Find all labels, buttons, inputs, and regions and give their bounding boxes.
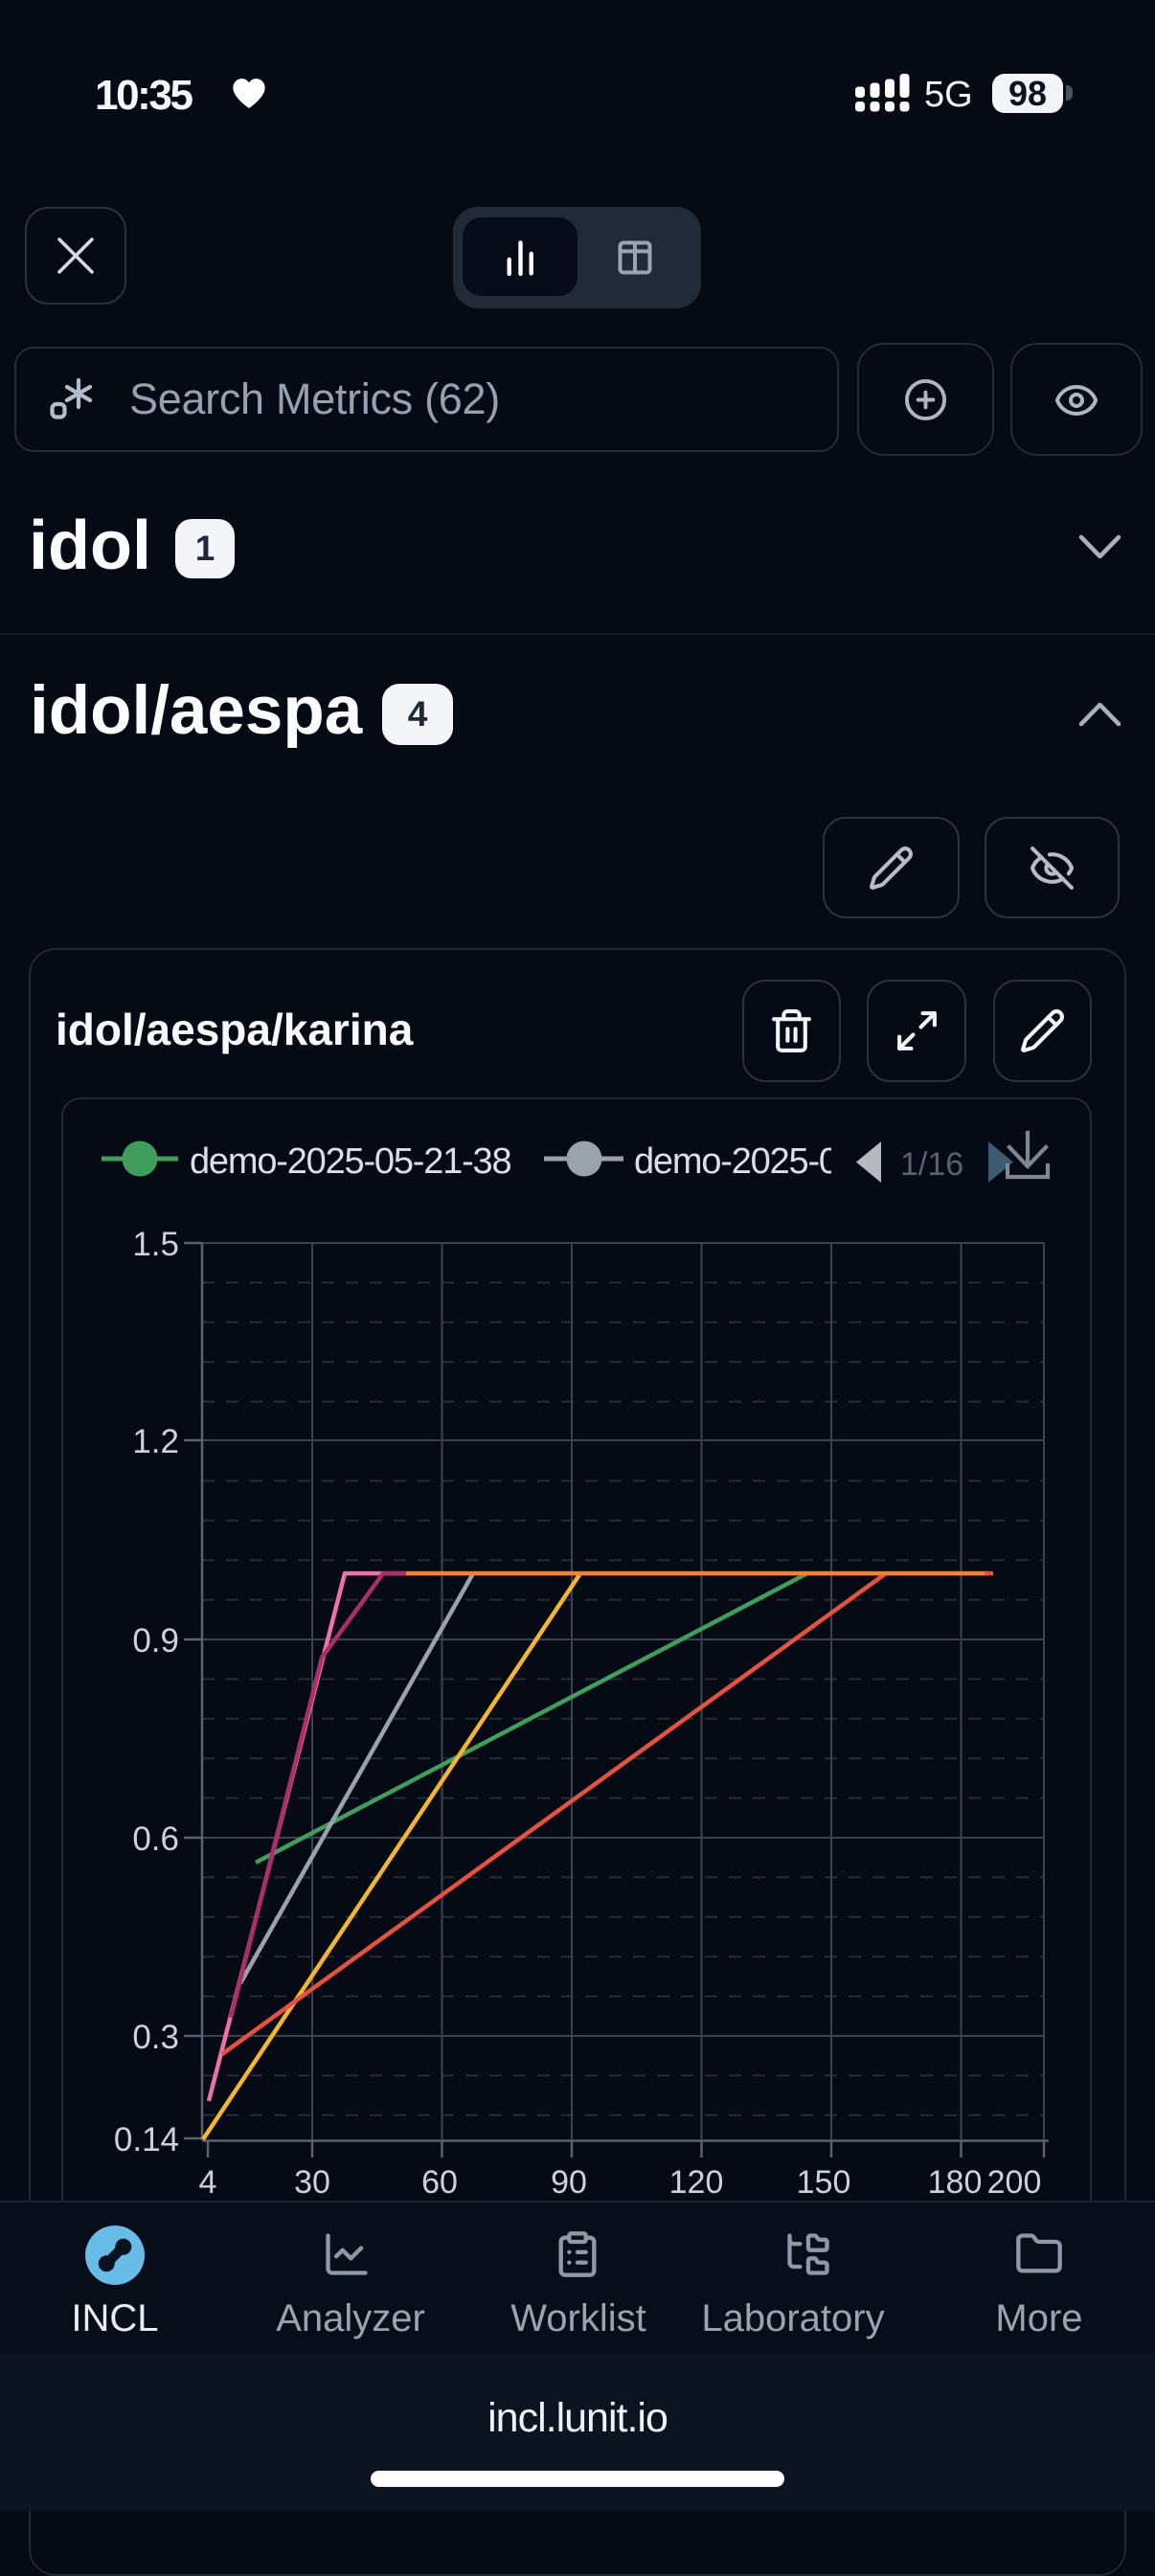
svg-text:30: 30 xyxy=(294,2164,330,2201)
svg-text:120: 120 xyxy=(669,2164,724,2201)
svg-text:90: 90 xyxy=(551,2164,587,2201)
svg-text:150: 150 xyxy=(797,2164,851,2201)
svg-text:0.14: 0.14 xyxy=(114,2121,179,2158)
svg-text:0.9: 0.9 xyxy=(132,1622,179,1660)
svg-text:4: 4 xyxy=(199,2164,217,2201)
svg-text:200: 200 xyxy=(987,2164,1042,2201)
svg-text:0.6: 0.6 xyxy=(132,1820,179,1858)
svg-text:0.3: 0.3 xyxy=(132,2019,179,2056)
svg-text:60: 60 xyxy=(421,2164,458,2201)
svg-text:180: 180 xyxy=(928,2164,983,2201)
svg-text:1.2: 1.2 xyxy=(132,1423,179,1460)
svg-text:1.5: 1.5 xyxy=(132,1226,179,1263)
